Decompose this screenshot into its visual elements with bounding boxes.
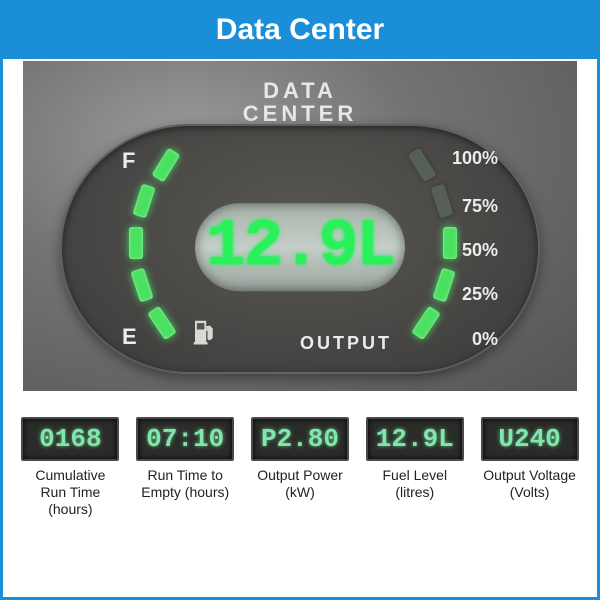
mini-lcd: U240 bbox=[481, 417, 579, 461]
readout-caption: Output Power (kW) bbox=[257, 467, 343, 501]
readout-output-power: P2.80 Output Power (kW) bbox=[247, 417, 354, 517]
panel-heading-line1: DATA bbox=[23, 79, 577, 102]
panel-heading-line2: CENTER bbox=[23, 102, 577, 125]
readout-value: 12.9L bbox=[376, 424, 454, 454]
fuel-segment bbox=[147, 306, 177, 340]
fuel-segment bbox=[130, 268, 153, 303]
fuel-pump-icon bbox=[190, 317, 220, 352]
mini-lcd: 12.9L bbox=[366, 417, 464, 461]
gauge-panel: F E 100% 75% 50% 25% 0% OUTPUT 12.9L bbox=[60, 124, 540, 374]
output-tick-25: 25% bbox=[462, 284, 498, 305]
fuel-empty-label: E bbox=[122, 324, 137, 350]
output-segment bbox=[430, 184, 453, 219]
mini-lcd: P2.80 bbox=[251, 417, 349, 461]
readout-runtime-to-empty: 07:10 Run Time to Empty (hours) bbox=[132, 417, 239, 517]
fuel-segment bbox=[129, 227, 143, 259]
readout-value: P2.80 bbox=[261, 424, 339, 454]
output-tick-75: 75% bbox=[462, 196, 498, 217]
readout-caption: Run Time to Empty (hours) bbox=[141, 467, 229, 501]
mini-lcd: 07:10 bbox=[136, 417, 234, 461]
output-segment bbox=[411, 306, 441, 340]
fuel-segment bbox=[132, 184, 155, 219]
readout-caption: Fuel Level (litres) bbox=[382, 467, 447, 501]
readout-caption: Output Voltage (Volts) bbox=[483, 467, 576, 501]
readout-fuel-level: 12.9L Fuel Level (litres) bbox=[361, 417, 468, 517]
readout-value: 0168 bbox=[39, 424, 101, 454]
readout-value: U240 bbox=[498, 424, 560, 454]
fuel-segment bbox=[152, 148, 181, 183]
output-segment bbox=[408, 148, 437, 183]
readout-row: 0168 Cumulative Run Time (hours) 07:10 R… bbox=[3, 391, 597, 517]
readout-cumulative-runtime: 0168 Cumulative Run Time (hours) bbox=[17, 417, 124, 517]
output-segment bbox=[443, 227, 457, 259]
main-lcd-value: 12.9L bbox=[206, 214, 394, 280]
output-tick-50: 50% bbox=[462, 240, 498, 261]
page-title: Data Center bbox=[3, 3, 597, 59]
output-tick-100: 100% bbox=[452, 148, 498, 169]
output-label: OUTPUT bbox=[300, 333, 392, 354]
fuel-full-label: F bbox=[122, 148, 135, 174]
output-segment bbox=[432, 268, 455, 303]
main-lcd: 12.9L bbox=[195, 203, 405, 291]
panel-heading: DATA CENTER bbox=[23, 79, 577, 125]
readout-value: 07:10 bbox=[146, 424, 224, 454]
device-photo: DATA CENTER F E 100% 75% 50% 25% 0% OUTP… bbox=[23, 61, 577, 391]
readout-output-voltage: U240 Output Voltage (Volts) bbox=[476, 417, 583, 517]
mini-lcd: 0168 bbox=[21, 417, 119, 461]
readout-caption: Cumulative Run Time (hours) bbox=[17, 467, 124, 517]
output-tick-0: 0% bbox=[472, 329, 498, 350]
